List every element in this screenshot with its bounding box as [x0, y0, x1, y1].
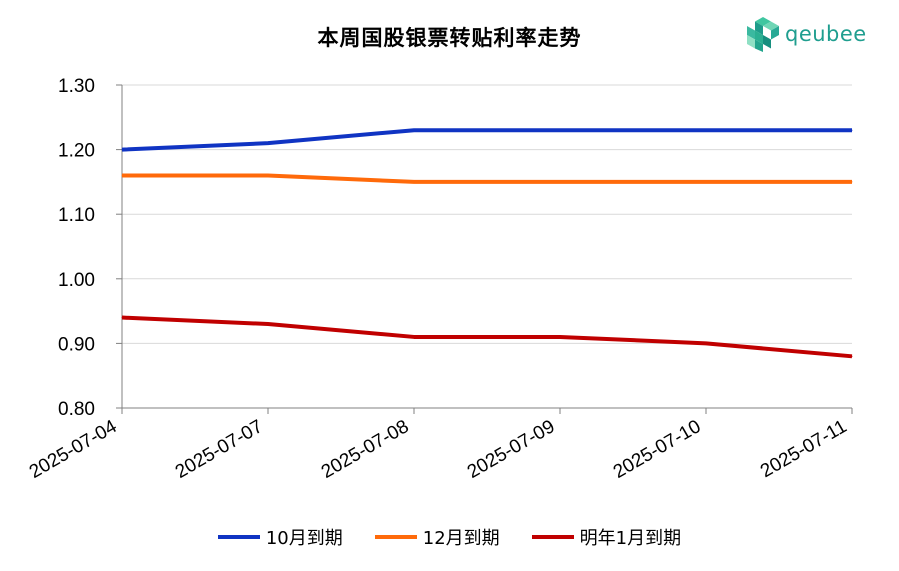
- data-point: [705, 181, 707, 183]
- x-tick-label: 2025-07-09: [464, 416, 559, 483]
- data-point: [267, 174, 269, 176]
- legend-label: 10月到期: [265, 528, 343, 549]
- y-tick-label: 0.90: [58, 334, 95, 355]
- y-tick-label: 1.30: [58, 76, 95, 97]
- legend-item: 10月到期: [217, 524, 343, 550]
- series-line: [122, 173, 852, 184]
- x-tick-label: 2025-07-08: [318, 416, 413, 483]
- x-tick-label: 2025-07-11: [757, 416, 850, 482]
- series-line: [121, 128, 852, 152]
- data-point: [413, 181, 415, 183]
- data-point: [851, 129, 853, 131]
- chart-legend: 10月到期 12月到期 明年1月到期: [0, 524, 899, 550]
- legend-swatch: [374, 535, 417, 539]
- x-tick-label: 2025-07-07: [172, 416, 267, 483]
- chart-title: 本周国股银票转贴利率走势: [317, 26, 582, 50]
- data-point: [559, 129, 561, 131]
- y-tick-label: 1.00: [58, 270, 95, 291]
- data-point: [705, 342, 707, 344]
- x-tick-label: 2025-07-10: [610, 416, 705, 483]
- data-point: [851, 181, 853, 183]
- legend-swatch: [217, 535, 260, 539]
- data-point: [121, 149, 123, 151]
- y-tick-label: 0.80: [58, 399, 95, 420]
- x-tick-label: 2025-07-04: [26, 416, 121, 483]
- data-point: [559, 181, 561, 183]
- data-point: [121, 317, 123, 319]
- y-tick-label: 1.20: [58, 141, 95, 162]
- data-point: [267, 323, 269, 325]
- series-line: [121, 315, 853, 359]
- legend-item: 12月到期: [374, 524, 500, 550]
- data-point: [121, 174, 123, 176]
- cube-logo-icon: [747, 17, 779, 52]
- data-point: [705, 129, 707, 131]
- brand-logo: qeubee: [745, 15, 867, 53]
- legend-swatch: [531, 535, 574, 539]
- legend-item: 明年1月到期: [531, 524, 682, 550]
- legend-label: 明年1月到期: [579, 528, 682, 549]
- data-point: [413, 129, 415, 131]
- legend-label: 12月到期: [422, 528, 500, 549]
- data-point: [267, 142, 269, 144]
- data-point: [851, 355, 853, 357]
- logo-text: qeubee: [785, 22, 867, 46]
- data-point: [559, 336, 561, 338]
- y-tick-label: 1.10: [58, 205, 95, 226]
- data-point: [413, 336, 415, 338]
